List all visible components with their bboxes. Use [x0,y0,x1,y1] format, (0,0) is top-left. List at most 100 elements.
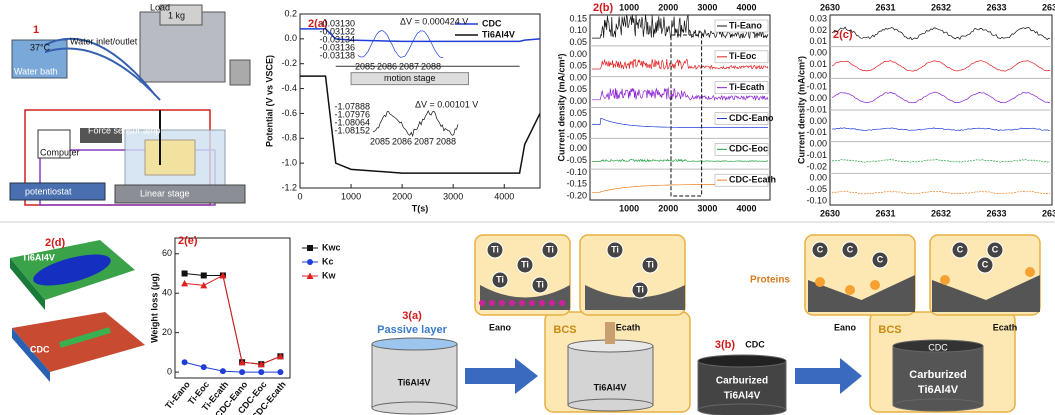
alloy-cylinder [372,344,457,408]
label: Ti6Al4V [594,382,627,392]
label: 3(b) [715,339,736,351]
label: Computer [40,147,80,157]
label: Ti6Al4V [724,391,761,402]
label: 1 kg [168,10,185,20]
protein [845,285,855,295]
x-tick-label: Ti-Eano [163,379,192,411]
point [220,368,226,374]
legend-label: Ti-Eoc [729,51,756,61]
y-tick-label: 0.00 [809,116,827,126]
y-tick-label: -0.2 [281,58,297,68]
current-trace [832,128,1050,131]
y-tick-label: -0.05 [806,184,827,194]
inset-tick-label: 2086 [377,61,397,71]
inset-tick-label: 2085 [355,61,375,71]
label: C [957,244,964,254]
y-tick-label: 0.01 [809,36,827,46]
y-tick-label: -0.15 [566,179,587,189]
label: CDC [30,344,50,354]
label: Proteins [750,275,790,286]
protein [1025,267,1035,277]
label: C [877,254,884,264]
inset-tick-label: -0.03138 [319,50,355,60]
y-tick-label: 0.00 [569,49,587,59]
protein [870,280,880,290]
current-trace [592,160,768,162]
anion [539,300,545,306]
anion [529,300,535,306]
cdc-cylinder-top [698,355,786,367]
label: Ti [536,279,544,289]
label: Ecath [616,322,641,332]
y-tick-label: 0.03 [809,13,827,23]
inset-tick-label: -1.08152 [334,126,370,136]
x-tick-label: 2634 [1042,2,1055,12]
x-tick-label: 2631 [875,2,895,12]
label: BCS [878,324,901,336]
y-tick-label: 0.05 [569,61,587,71]
x-tick-label: 1000 [341,191,361,201]
current-trace [832,191,1050,194]
panel-label: 2(d) [45,237,66,249]
anion [559,300,565,306]
label: Ti6Al4V [22,252,55,262]
line [185,275,281,364]
x-tick-label: 3000 [697,203,717,213]
x-tick-label: 2633 [986,208,1006,218]
y-tick-label: -0.02 [806,161,827,171]
y-tick-label: 0.10 [569,25,587,35]
point [201,364,207,370]
y-tick-label: -0.6 [281,108,297,118]
figure: 1 Load 1 kg Water inlet/outlet 37°C Wate… [0,0,1055,415]
label: Water bath [14,66,58,76]
y-tick-label: 0.2 [284,8,297,18]
legend-label: Kw [322,270,336,280]
inset-tick-label: 2088 [421,61,441,71]
label: Ti [646,259,654,269]
x-tick-label: 2633 [986,2,1006,12]
y-tick-label: 20 [162,327,172,337]
legend-label: Ti6Al4V [482,29,515,39]
annotation: ΔV = 0.000424 V [400,16,468,26]
legend-label: CDC-Eoc [729,144,768,154]
current-trace [832,27,1050,39]
cdc-cylinder-base [698,404,786,415]
anion [519,300,525,306]
legend-marker [307,259,313,265]
annotation: ΔV = 0.00101 V [415,100,478,110]
x-tick-label: 4000 [737,2,757,12]
y-tick-label: -0.01 [806,127,827,137]
y-tick-label: 0.0 [284,33,297,43]
y-tick-label: -0.01 [806,82,827,92]
label: Ti [611,244,619,254]
y-tick-label: -0.10 [566,167,587,177]
alloy-cylinder-top [372,338,457,350]
arrow [795,358,862,394]
panel-label: 1 [33,24,39,36]
point [201,272,207,278]
x-tick-label: 2000 [658,2,678,12]
label: Ti [496,274,504,284]
anion [479,300,485,306]
anion [509,300,515,306]
y-tick-label: 0.00 [569,143,587,153]
x-tick-label: 2000 [392,191,412,201]
y-tick-label: -0.01 [806,104,827,114]
inset-tick-label: 2087 [414,137,434,147]
y-tick-label: 0.02 [809,25,827,35]
label: Eano [489,322,512,332]
y-tick-label: 0.00 [809,93,827,103]
protein [815,277,825,287]
label: BCS [553,324,576,336]
line [185,362,281,372]
point [182,359,188,365]
label: 3(a) [402,310,422,322]
x-tick-label: 3000 [697,2,717,12]
point [239,369,245,375]
label: Ti [636,284,644,294]
y-tick-label: 0.15 [569,13,587,23]
label: Linear stage [140,188,190,198]
label: CDC [928,342,948,352]
y-tick-label: 0.05 [569,84,587,94]
anion [489,300,495,306]
